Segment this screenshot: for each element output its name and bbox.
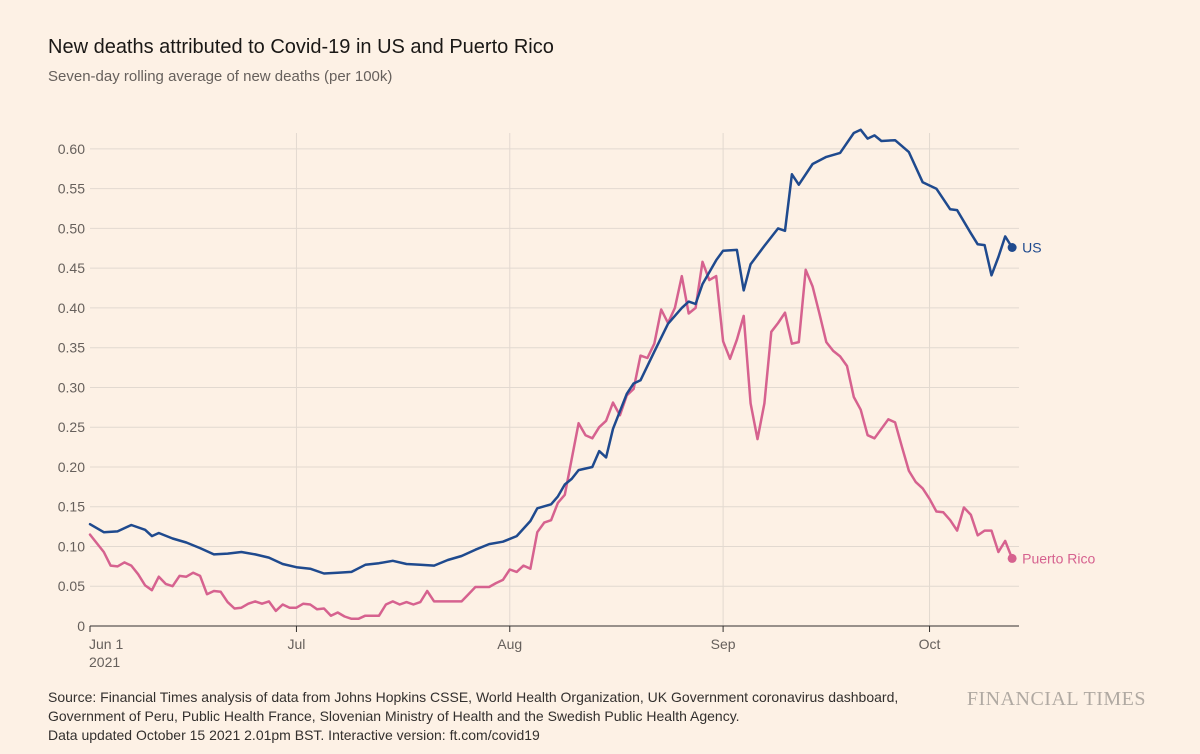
y-tick-label: 0	[77, 618, 85, 634]
x-tick-sublabel: 2021	[89, 654, 120, 670]
y-tick-label: 0.15	[58, 499, 85, 515]
series-end-dot-puerto-rico	[1007, 553, 1017, 563]
series-line-puerto-rico	[88, 260, 1014, 621]
x-tick-label: Jun 1	[89, 636, 123, 652]
y-tick-label: 0.40	[58, 300, 85, 316]
y-axis-ticks: 0 0.05 0.10 0.15 0.20 0.25 0.30 0.35 0.40 0.45 0.5…	[58, 141, 85, 634]
x-axis-ticks: Jun 1 2021 Jul Aug Sep Oct	[89, 626, 941, 670]
y-tick-label: 0.05	[58, 578, 85, 594]
y-tick-label: 0.60	[58, 141, 85, 157]
source-note: Source: Financial Times analysis of data…	[48, 688, 968, 745]
y-tick-label: 0.30	[58, 379, 85, 395]
line-chart: 0 0.05 0.10 0.15 0.20 0.25 0.30 0.35 0.40 0.45 0.5…	[58, 128, 1095, 670]
x-tick-label: Sep	[711, 636, 736, 652]
series-label-us: US	[1022, 240, 1041, 256]
series-lines	[88, 128, 1014, 621]
x-tick-label: Jul	[287, 636, 305, 652]
y-tick-label: 0.35	[58, 340, 85, 356]
source-line: Data updated October 15 2021 2.01pm BST.…	[48, 727, 540, 743]
source-line: Source: Financial Times analysis of data…	[48, 689, 899, 705]
x-tick-label: Aug	[497, 636, 522, 652]
chart-subtitle: Seven-day rolling average of new deaths …	[48, 68, 393, 85]
source-line: Government of Peru, Public Health France…	[48, 708, 740, 724]
x-tick-label: Oct	[919, 636, 941, 652]
series-end-labels: Puerto Rico US	[1007, 240, 1095, 566]
y-tick-label: 0.45	[58, 260, 85, 276]
y-tick-label: 0.50	[58, 220, 85, 236]
chart-title: New deaths attributed to Covid-19 in US …	[48, 36, 554, 58]
series-label-puerto-rico: Puerto Rico	[1022, 550, 1095, 566]
series-end-dot-us	[1007, 243, 1017, 253]
y-tick-label: 0.25	[58, 419, 85, 435]
y-tick-label: 0.10	[58, 538, 85, 554]
series-line-us	[88, 128, 1014, 575]
y-tick-label: 0.20	[58, 459, 85, 475]
gridlines	[90, 133, 1019, 627]
y-tick-label: 0.55	[58, 181, 85, 197]
ft-logo: FINANCIAL TIMES	[966, 688, 1146, 710]
